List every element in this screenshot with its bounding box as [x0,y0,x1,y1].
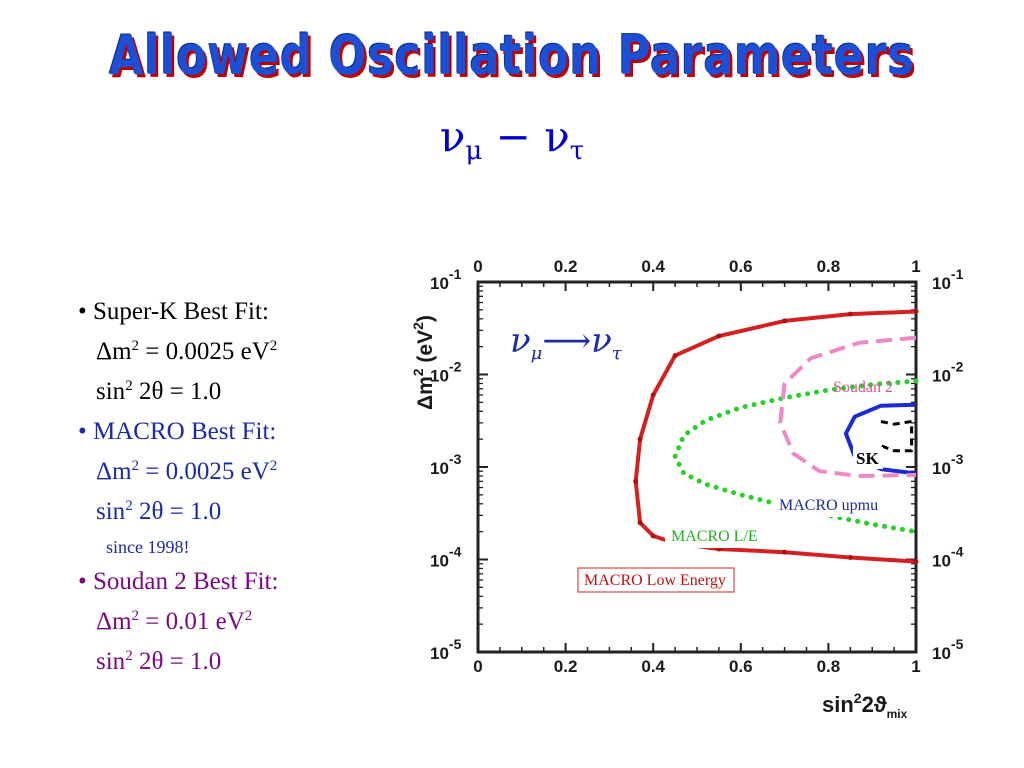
macro-bullet: • MACRO Best Fit: Δm2 = 0.0025 eV2 sin2 … [78,412,398,562]
dm-unit-exp: 2 [244,608,253,624]
series-point [782,549,788,555]
series-point [847,555,853,561]
sin-value: 2θ = 1.0 [132,498,222,525]
sin-label: sin [96,378,126,405]
sin-exp: 2 [125,498,133,514]
x-tick-label-bottom: 0.2 [554,657,578,676]
label-background [853,447,883,469]
dm-label: Δm [96,338,132,365]
slide-title: Allowed Oscillation Parameters [109,24,915,87]
sin-value: 2θ = 1.0 [132,378,222,405]
y-tick-label-left: 10-1 [430,266,462,293]
y-tick-label-right: 10-2 [932,359,964,386]
y-tick-label-right: 10-3 [932,451,964,478]
y-tick-label-left: 10-2 [430,359,462,386]
dm-label: Δm [96,608,132,635]
y-axis-label: Δm2 (eV2) [410,315,437,410]
series-point [847,311,853,317]
x-tick-label-bottom: 1 [911,657,920,676]
x-tick-label-top: 0 [473,257,482,276]
y-tick-label-right: 10-1 [932,266,964,293]
dm-unit-exp: 2 [269,458,278,474]
curve-label: SK [856,449,879,468]
superk-bullet: • Super-K Best Fit: Δm2 = 0.0025 eV2 sin… [78,292,398,412]
sin-label: sin [96,648,126,675]
dm-value: = 0.0025 eV [139,458,270,485]
series-point [650,533,656,539]
sin-value: 2θ = 1.0 [132,648,222,675]
superk-sin: sin2 2θ = 1.0 [78,372,398,412]
series-point [913,308,919,314]
macro-dm: Δm2 = 0.0025 eV2 [78,452,398,492]
sin-label: sin [96,498,126,525]
label-background [773,493,875,517]
label-background [665,524,758,548]
series-point [716,333,722,339]
dm-label: Δm [96,458,132,485]
subtitle-minus: − [482,112,545,161]
series-point [633,478,639,484]
series-point [637,520,643,526]
macro-note: since 1998! [106,537,190,557]
label-background [577,567,735,593]
soudan-bullet: • Soudan 2 Best Fit: Δm2 = 0.01 eV2 sin2… [78,562,398,682]
dm-value: = 0.01 eV [139,608,245,635]
x-tick-label-top: 0.6 [729,257,753,276]
x-tick-label-top: 1 [911,257,920,276]
sin-exp: 2 [125,648,133,664]
subtitle-nu-mu: ν [439,112,466,161]
best-fit-list: • Super-K Best Fit: Δm2 = 0.0025 eV2 sin… [78,292,398,682]
superk-heading: • Super-K Best Fit: [78,298,269,325]
curve-label: MACRO L/E [671,528,758,545]
curve-label: MACRO upmu [779,497,878,514]
macro-heading: • MACRO Best Fit: [78,418,277,445]
subtitle-nu-tau: ν [544,112,570,161]
series-soudan-2 [778,335,917,478]
dm-exp: 2 [131,338,140,354]
x-tick-label-bottom: 0.8 [817,657,841,676]
y-tick-label-left: 10-3 [430,451,462,478]
soudan-sin: sin2 2θ = 1.0 [78,642,398,682]
series-point [782,318,788,324]
curve-label: Soudan 2 [833,379,893,396]
series-point [650,392,656,398]
x-axis-label: sin22ϑmix [822,690,908,721]
dm-exp: 2 [131,608,140,624]
x-tick-label-bottom: 0 [473,657,482,676]
y-tick-label-right: 10-5 [932,636,964,663]
soudan-dm: Δm2 = 0.01 eV2 [78,602,398,642]
soudan-heading: • Soudan 2 Best Fit: [78,568,279,595]
oscillation-annotation: νμ⟶ντ [510,321,623,364]
superk-dm: Δm2 = 0.0025 eV2 [78,332,398,372]
x-tick-label-top: 0.4 [641,257,665,276]
y-tick-label-left: 10-5 [430,636,462,663]
macro-sin: sin2 2θ = 1.0 [78,492,398,532]
y-tick-label-left: 10-4 [430,544,462,571]
sin-exp: 2 [125,378,133,394]
x-tick-label-top: 0.8 [817,257,841,276]
x-tick-label-bottom: 0.4 [641,657,665,676]
series-point [913,559,919,565]
curve-label: MACRO Low Energy [584,572,726,589]
dm-exp: 2 [131,458,140,474]
series-macro-upmu [843,402,917,476]
dm-value: = 0.0025 eV [139,338,270,365]
series-point [637,436,643,442]
series-point [672,353,678,359]
x-tick-label-top: 0.2 [554,257,578,276]
slide-subtitle: νμ − ντ [0,112,1024,166]
subtitle-mu: μ [465,136,483,166]
x-tick-label-bottom: 0.6 [729,657,753,676]
y-tick-label-right: 10-4 [932,544,964,571]
dm-unit-exp: 2 [269,338,278,354]
subtitle-tau: τ [569,136,585,166]
